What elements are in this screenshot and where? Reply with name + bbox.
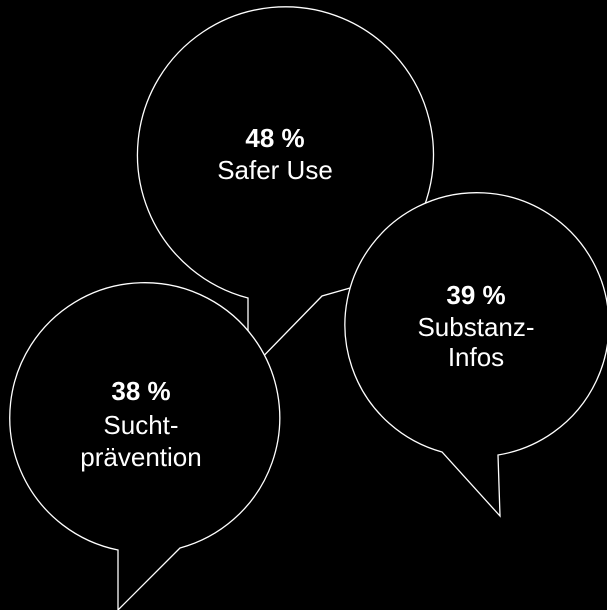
bubble-substanz-infos-shape bbox=[344, 192, 607, 518]
bubble-substanz-infos-percent: 39 % bbox=[446, 280, 505, 310]
bubble-suchtpraevention-label-line2: prävention bbox=[80, 442, 201, 472]
bubble-suchtpraevention: 38 % Sucht- prävention bbox=[9, 282, 281, 610]
bubble-substanz-infos: 39 % Substanz- Infos bbox=[344, 192, 607, 518]
bubble-suchtpraevention-shape bbox=[9, 282, 281, 610]
bubble-suchtpraevention-percent: 38 % bbox=[111, 376, 170, 406]
bubble-substanz-infos-label-line2: Infos bbox=[448, 342, 504, 372]
bubble-safer-use-percent: 48 % bbox=[245, 123, 304, 153]
bubble-suchtpraevention-label-line1: Sucht- bbox=[103, 410, 178, 440]
bubble-safer-use-label: Safer Use bbox=[217, 155, 333, 185]
bubble-substanz-infos-label-line1: Substanz- bbox=[417, 312, 534, 342]
